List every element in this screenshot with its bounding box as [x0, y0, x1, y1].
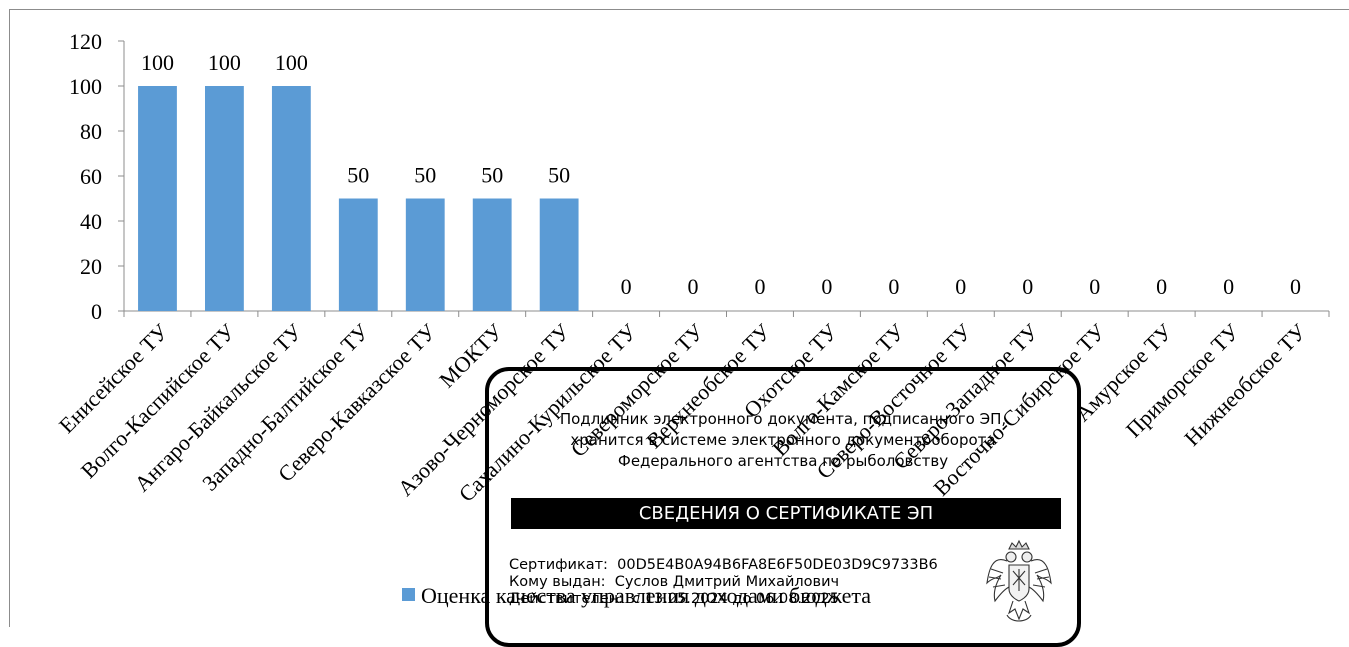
- certificate-label: Сертификат:: [509, 557, 608, 573]
- data-label: 50: [347, 163, 369, 188]
- y-tick-label: 0: [91, 299, 102, 324]
- certificate-value: 00D5E4B0A94B6FA8E6F50DE03D9C9733B6: [617, 557, 938, 573]
- stamp-original-note: Подлинник электронного документа, подпис…: [489, 409, 1077, 472]
- y-tick-label: 120: [69, 29, 102, 54]
- data-label: 100: [208, 50, 241, 75]
- bar: [338, 198, 378, 311]
- y-tick-label: 100: [69, 74, 102, 99]
- data-label: 0: [888, 274, 899, 299]
- data-label: 0: [1156, 274, 1167, 299]
- issued-to-label: Кому выдан:: [509, 574, 606, 590]
- bar: [405, 198, 445, 311]
- category-label: Нижнеобское ТУ: [1179, 319, 1311, 451]
- valid-row: Действителен: с 13.05.2024 до 06.08.2025: [509, 591, 938, 608]
- category-label: Приморское ТУ: [1121, 319, 1245, 443]
- bar: [472, 198, 512, 311]
- y-tick-label: 60: [80, 164, 102, 189]
- data-label: 0: [1223, 274, 1234, 299]
- x-axis: [123, 310, 1330, 317]
- legend-series-name: Оценка качества управления доходами бюдж…: [421, 583, 871, 608]
- stamp-header: СВЕДЕНИЯ О СЕРТИФИКАТЕ ЭП: [511, 498, 1061, 529]
- data-label: 0: [1089, 274, 1100, 299]
- bar: [138, 86, 177, 311]
- bar: [271, 86, 311, 311]
- issued-to-value: Суслов Дмитрий Михайлович: [614, 574, 840, 590]
- data-label: 0: [621, 274, 632, 299]
- legend: Оценка качества управления доходами бюдж…: [402, 583, 871, 608]
- stamp-original-line: хранится в системе электронного документ…: [570, 431, 996, 449]
- data-label: 50: [414, 163, 436, 188]
- data-labels: 100 100 100 50 50 50 50 0 0 0 0 0 0 0 0 0 0 0: [141, 50, 1301, 299]
- e-signature-stamp: Подлинник электронного документа, подпис…: [485, 367, 1081, 647]
- certificate-row: Сертификат: 00D5E4B0A94B6FA8E6F50DE03D9C…: [509, 557, 938, 574]
- data-label: 0: [688, 274, 699, 299]
- data-label: 100: [141, 50, 174, 75]
- stamp-original-line: Подлинник электронного документа, подпис…: [559, 410, 1007, 428]
- data-label: 100: [275, 50, 308, 75]
- stamp-details: Сертификат: 00D5E4B0A94B6FA8E6F50DE03D9C…: [509, 557, 938, 608]
- data-label: 0: [821, 274, 832, 299]
- data-label: 0: [1290, 274, 1301, 299]
- chart-frame: [9, 9, 1349, 627]
- y-tick-label: 40: [80, 209, 102, 234]
- legend-swatch: [402, 588, 415, 601]
- data-label: 0: [754, 274, 765, 299]
- issued-to-row: Кому выдан: Суслов Дмитрий Михайлович: [509, 574, 938, 591]
- stamp-original-line: Федерального агентства по рыболовству: [617, 452, 949, 470]
- data-label: 50: [481, 163, 503, 188]
- russian-coat-of-arms-icon: [986, 539, 1052, 622]
- bar: [539, 198, 579, 311]
- valid-value: с 13.05.2024 до 06.08.2025: [632, 591, 839, 607]
- valid-label: Действителен:: [509, 591, 623, 607]
- y-tick-label: 20: [80, 254, 102, 279]
- y-tick-label: 80: [80, 119, 102, 144]
- data-label: 50: [548, 163, 570, 188]
- data-label: 0: [955, 274, 966, 299]
- data-label: 0: [1022, 274, 1033, 299]
- bar: [205, 86, 244, 311]
- bars: [138, 86, 579, 311]
- y-axis: 0 20 40 60 80 100 120: [69, 29, 125, 324]
